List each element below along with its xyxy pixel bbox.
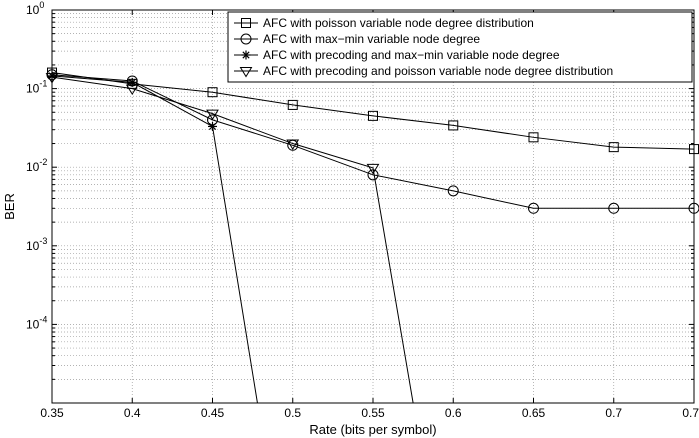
x-tick-label: 0.4 [124,406,141,420]
marker-star-stroke [208,122,217,131]
x-tick-label: 0.45 [201,406,225,420]
marker-triangle [125,84,139,96]
x-tick-label: 0.75 [682,406,699,420]
legend-label: AFC with poisson variable node degree di… [263,16,534,30]
marker-star [241,50,251,60]
marker-triangle [286,139,300,150]
x-axis-label: Rate (bits per symbol) [309,422,436,437]
series-lines [51,72,695,404]
legend-entry: AFC with precoding and poisson variable … [234,64,613,78]
legend-label: AFC with precoding and max−min variable … [263,48,560,62]
series-line-1 [51,72,695,150]
y-tick-label: 100 [26,0,44,17]
y-tick-label: 10-1 [26,79,47,96]
legend-box [227,11,693,83]
y-tick-base: 10 [26,3,40,17]
y-tick-base: 10 [26,239,40,253]
series-line-3 [51,75,258,404]
legend: AFC with poisson variable node degree di… [227,11,693,83]
marker-square [448,120,459,131]
marker-triangle [366,163,380,175]
marker-star-stroke [242,51,250,59]
y-tick-label: 10-3 [26,236,47,253]
marker-circle [367,169,379,181]
marker-circle [528,202,539,214]
legend-entry: AFC with precoding and max−min variable … [234,48,560,62]
y-tick-base: 10 [26,317,40,331]
y-tick-base: 10 [26,82,40,96]
y-tick-exponent: -3 [39,236,47,246]
marker-star-stroke [128,78,136,86]
y-axis-label: BER [2,193,17,220]
series-line-4 [51,76,414,404]
marker-square [207,87,218,98]
marker-square [528,132,539,143]
y-tick-exponent: -4 [39,314,47,324]
legend-entry: AFC with max−min variable node degree [234,32,480,46]
y-tick-exponent: -2 [39,157,47,167]
marker-square [368,110,378,121]
marker-circle [447,185,459,197]
axis-ticks: 0.350.40.450.50.550.60.650.70.7510010-11… [26,0,699,420]
legend-label: AFC with max−min variable node degree [263,32,480,46]
marker-triangle [239,67,253,78]
y-tick-label: 10-4 [26,314,47,331]
y-tick-exponent: -1 [39,79,47,89]
marker-star [208,121,217,131]
x-tick-label: 0.35 [40,406,64,420]
legend-entry: AFC with poisson variable node degree di… [234,16,534,30]
marker-square [241,18,251,28]
marker-square [287,99,298,110]
marker-circle [608,202,620,214]
legend-label: AFC with precoding and poisson variable … [263,64,613,78]
y-tick-base: 10 [26,160,40,174]
y-tick-exponent: 0 [39,0,44,10]
marker-circle [240,33,252,45]
series-markers [45,67,699,214]
marker-triangle [206,109,219,121]
y-tick-label: 10-2 [26,157,47,174]
series-line-2 [51,74,694,209]
x-tick-label: 0.65 [522,406,546,420]
marker-square [608,142,619,153]
x-tick-label: 0.7 [605,406,622,420]
x-tick-label: 0.5 [284,406,301,420]
x-tick-label: 0.6 [445,406,462,420]
x-tick-label: 0.55 [361,406,385,420]
